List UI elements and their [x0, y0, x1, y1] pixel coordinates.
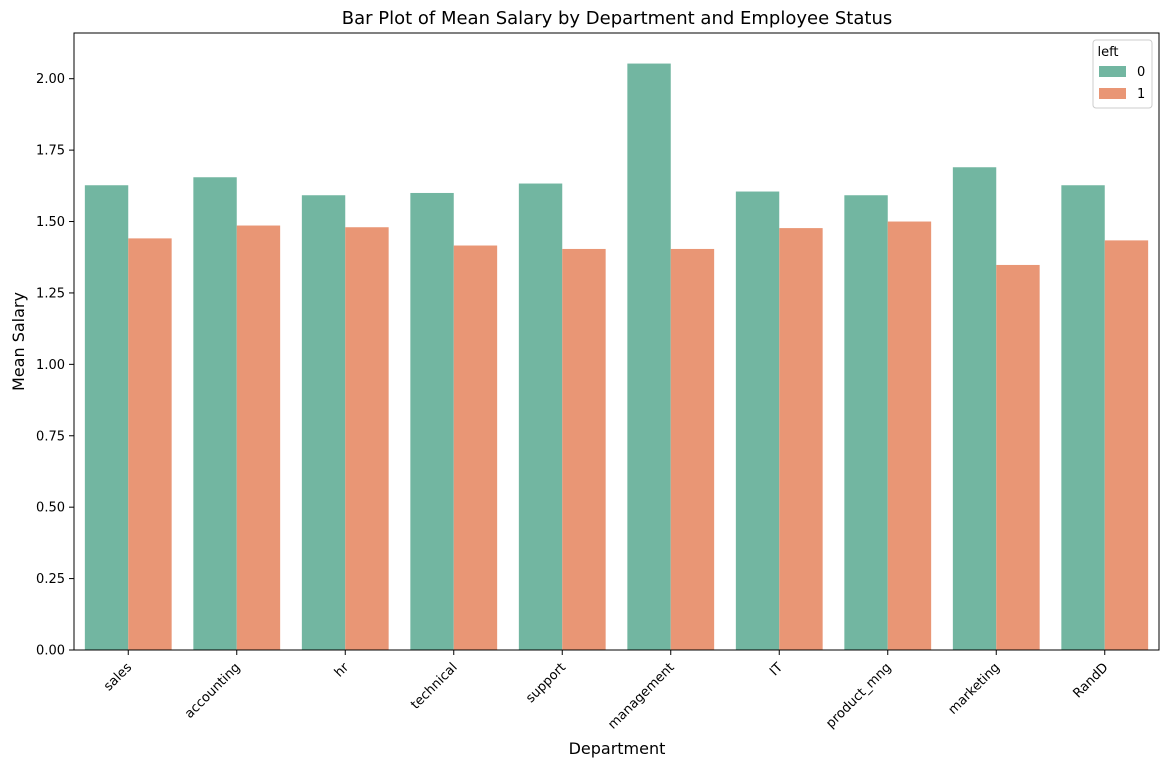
bar-hr-left-1: [345, 227, 389, 651]
bar-IT-left-1: [779, 228, 823, 650]
bar-management-left-1: [670, 248, 715, 650]
bar-support-left-0: [518, 183, 563, 651]
y-tick-label: 1.50: [36, 215, 65, 230]
legend-title: left: [1097, 45, 1118, 60]
bar-product_mng-left-1: [887, 221, 932, 650]
bar-product_mng-left-0: [844, 195, 888, 650]
bar-hr-left-0: [301, 195, 346, 650]
x-tick-label-IT: IT: [767, 660, 786, 679]
legend-label-1: 1: [1137, 87, 1145, 102]
y-tick-label: 0.75: [36, 429, 65, 444]
plot-frame: [73, 32, 1160, 651]
bar-marketing-left-1: [996, 264, 1040, 650]
x-tick-label-management: management: [605, 660, 677, 732]
y-tick-label: 1.25: [36, 286, 65, 301]
bar-RandD-left-1: [1104, 240, 1149, 650]
x-tick-label-support: support: [523, 660, 569, 706]
bar-IT-left-0: [735, 191, 780, 650]
y-tick-label: 0.25: [36, 572, 65, 587]
chart-title: Bar Plot of Mean Salary by Department an…: [342, 8, 893, 29]
y-tick-label: 2.00: [36, 72, 65, 87]
x-tick-label-marketing: marketing: [946, 660, 1003, 717]
legend-swatch-1: [1099, 88, 1126, 99]
x-tick-label-product_mng: product_mng: [823, 660, 894, 731]
bar-sales-left-0: [84, 185, 129, 650]
x-tick-label-RandD: RandD: [1070, 660, 1111, 701]
y-axis-label: Mean Salary: [9, 292, 28, 391]
bar-management-left-0: [627, 63, 671, 651]
x-axis-label: Department: [569, 739, 666, 758]
bars-group: [84, 63, 1149, 651]
bar-accounting-left-1: [236, 225, 281, 650]
x-axis: sales accounting hr technical support managem…: [101, 650, 1112, 732]
bar-sales-left-1: [128, 238, 172, 650]
bar-marketing-left-0: [952, 167, 997, 650]
y-tick-label: 0.00: [36, 644, 65, 659]
legend-swatch-0: [1099, 66, 1126, 77]
x-tick-label-sales: sales: [101, 660, 135, 694]
y-tick-label: 0.50: [36, 501, 65, 516]
y-tick-label: 1.75: [36, 144, 65, 159]
bar-support-left-1: [562, 248, 606, 650]
y-tick-label: 1.00: [36, 358, 65, 373]
legend: left 0 1: [1092, 39, 1153, 109]
bar-technical-left-1: [453, 245, 498, 650]
bar-technical-left-0: [410, 192, 454, 651]
y-axis: 0.00 0.25 0.50 0.75 1.00 1.25 1.50 1.75 2.00: [36, 72, 74, 659]
legend-label-0: 0: [1137, 65, 1145, 80]
x-tick-label-accounting: accounting: [182, 660, 243, 721]
x-tick-label-technical: technical: [408, 660, 460, 712]
bar-RandD-left-0: [1061, 185, 1105, 650]
x-tick-label-hr: hr: [332, 660, 353, 681]
bar-accounting-left-0: [193, 177, 237, 650]
